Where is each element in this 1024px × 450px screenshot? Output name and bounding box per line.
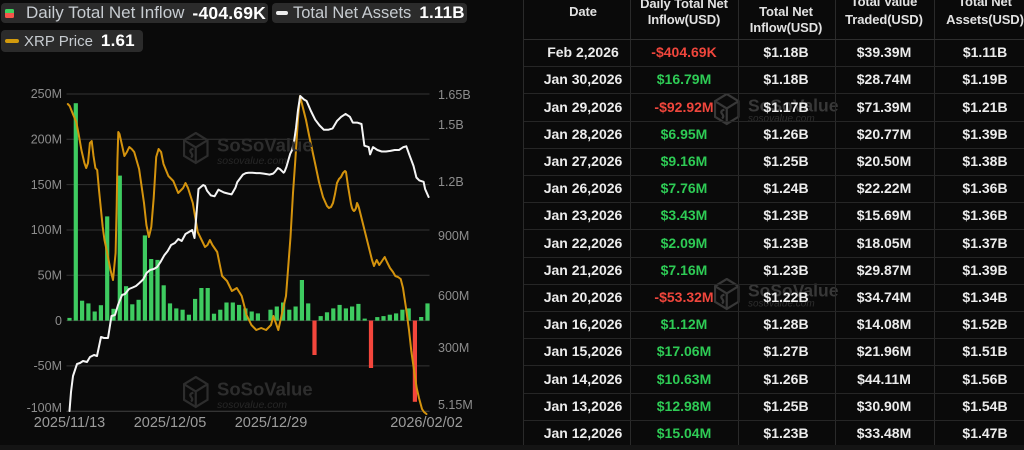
svg-text:sosovalue.com: sosovalue.com bbox=[748, 114, 815, 125]
svg-text:1.2B: 1.2B bbox=[438, 175, 464, 189]
svg-text:5.15M: 5.15M bbox=[438, 398, 473, 412]
svg-text:900M: 900M bbox=[438, 229, 469, 243]
svg-text:1.5B: 1.5B bbox=[438, 118, 464, 132]
svg-text:1.65B: 1.65B bbox=[438, 88, 471, 102]
svg-text:SoSoValue: SoSoValue bbox=[748, 96, 839, 116]
svg-text:200M: 200M bbox=[31, 133, 62, 147]
svg-text:-50M: -50M bbox=[34, 359, 62, 373]
svg-text:sosovalue.com: sosovalue.com bbox=[217, 155, 287, 167]
svg-text:2025/12/29: 2025/12/29 bbox=[235, 415, 308, 431]
svg-text:SoSoValue: SoSoValue bbox=[217, 378, 313, 399]
svg-text:sosovalue.com: sosovalue.com bbox=[748, 299, 815, 310]
svg-text:300M: 300M bbox=[438, 341, 469, 355]
svg-text:SoSoValue: SoSoValue bbox=[217, 134, 313, 155]
svg-text:100M: 100M bbox=[31, 223, 62, 237]
svg-text:150M: 150M bbox=[31, 178, 62, 192]
svg-text:0: 0 bbox=[55, 314, 62, 328]
svg-text:sosovalue.com: sosovalue.com bbox=[217, 399, 287, 411]
svg-text:2025/12/05: 2025/12/05 bbox=[134, 415, 207, 431]
svg-text:250M: 250M bbox=[31, 87, 62, 101]
svg-text:2026/02/02: 2026/02/02 bbox=[390, 415, 463, 431]
svg-text:600M: 600M bbox=[438, 289, 469, 303]
svg-text:50M: 50M bbox=[38, 269, 62, 283]
svg-text:-100M: -100M bbox=[27, 401, 62, 415]
svg-text:2025/11/13: 2025/11/13 bbox=[34, 415, 106, 431]
svg-text:SoSoValue: SoSoValue bbox=[748, 281, 839, 301]
